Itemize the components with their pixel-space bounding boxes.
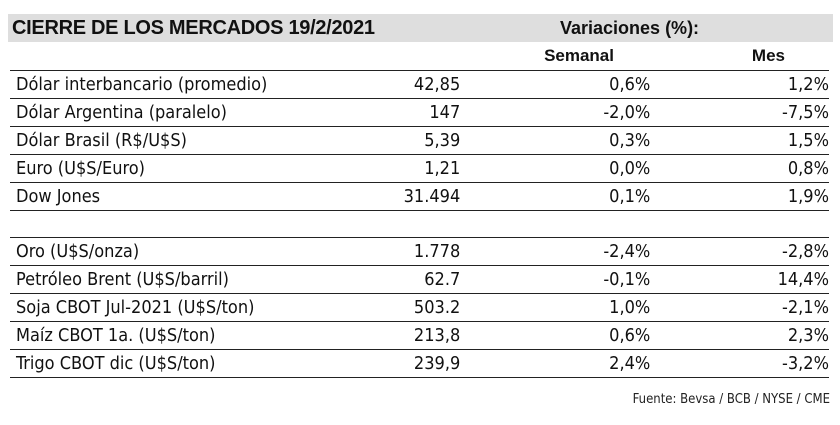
row-value: 5,39 xyxy=(367,126,461,155)
row-weekly: -2,0% xyxy=(460,98,651,127)
row-name: Dólar interbancario (promedio) xyxy=(10,70,368,99)
table-row: Dólar Argentina (paralelo) 147 -2,0% -7,… xyxy=(10,98,829,127)
row-name: Maíz CBOT 1a. (U$S/ton) xyxy=(10,321,368,350)
row-weekly: 2,4% xyxy=(460,349,651,378)
table-row: Soja CBOT Jul-2021 (U$S/ton) 503.2 1,0% … xyxy=(10,293,829,322)
table-row: Oro (U$S/onza) 1.778 -2,4% -2,8% xyxy=(10,237,829,266)
table-row: Petróleo Brent (U$S/barril) 62.7 -0,1% 1… xyxy=(10,265,829,294)
row-name: Dólar Argentina (paralelo) xyxy=(10,98,368,127)
column-header-weekly: Semanal xyxy=(544,46,614,65)
row-name: Euro (U$S/Euro) xyxy=(10,154,368,183)
table-row: Maíz CBOT 1a. (U$S/ton) 213,8 0,6% 2,3% xyxy=(10,321,829,350)
row-monthly: -3,2% xyxy=(650,349,829,378)
column-header-monthly: Mes xyxy=(751,46,785,65)
row-weekly: 0,6% xyxy=(460,321,651,350)
table-row: Dow Jones 31.494 0,1% 1,9% xyxy=(10,182,829,211)
header-band xyxy=(8,14,833,42)
row-name: Trigo CBOT dic (U$S/ton) xyxy=(10,349,368,378)
row-value: 239,9 xyxy=(367,349,461,378)
row-name: Oro (U$S/onza) xyxy=(10,237,368,266)
table-row: Dólar interbancario (promedio) 42,85 0,6… xyxy=(10,70,829,99)
row-value: 31.494 xyxy=(367,182,461,211)
source-note: Fuente: Bevsa / BCB / NYSE / CME xyxy=(632,392,830,407)
row-weekly: -0,1% xyxy=(460,265,651,294)
variations-header: Variaciones (%): xyxy=(560,18,700,38)
row-monthly: 1,5% xyxy=(650,126,829,155)
row-value: 62.7 xyxy=(367,265,461,294)
row-value: 503.2 xyxy=(367,293,461,322)
row-weekly: -2,4% xyxy=(460,237,651,266)
row-monthly: -2,8% xyxy=(650,237,829,266)
market-data-grid: Dólar interbancario (promedio) 42,85 0,6… xyxy=(10,70,829,378)
row-monthly: 14,4% xyxy=(650,265,829,294)
row-value: 213,8 xyxy=(367,321,461,350)
row-name: Dow Jones xyxy=(10,182,368,211)
row-monthly: 1,2% xyxy=(650,70,829,99)
row-monthly: -7,5% xyxy=(650,98,829,127)
row-weekly: 0,3% xyxy=(460,126,651,155)
row-name: Soja CBOT Jul-2021 (U$S/ton) xyxy=(10,293,368,322)
section-spacer xyxy=(10,210,829,238)
row-value: 1.778 xyxy=(367,237,461,266)
row-value: 1,21 xyxy=(367,154,461,183)
row-name: Dólar Brasil (R$/U$S) xyxy=(10,126,368,155)
row-monthly: -2,1% xyxy=(650,293,829,322)
row-weekly: 1,0% xyxy=(460,293,651,322)
row-monthly: 1,9% xyxy=(650,182,829,211)
row-name: Petróleo Brent (U$S/barril) xyxy=(10,265,368,294)
table-row: Trigo CBOT dic (U$S/ton) 239,9 2,4% -3,2… xyxy=(10,349,829,378)
row-weekly: 0,0% xyxy=(460,154,651,183)
row-monthly: 0,8% xyxy=(650,154,829,183)
table-title: CIERRE DE LOS MERCADOS 19/2/2021 xyxy=(12,17,375,39)
row-weekly: 0,1% xyxy=(460,182,651,211)
row-monthly: 2,3% xyxy=(650,321,829,350)
row-value: 42,85 xyxy=(367,70,461,99)
table-row: Dólar Brasil (R$/U$S) 5,39 0,3% 1,5% xyxy=(10,126,829,155)
row-weekly: 0,6% xyxy=(460,70,651,99)
row-value: 147 xyxy=(367,98,461,127)
table-row: Euro (U$S/Euro) 1,21 0,0% 0,8% xyxy=(10,154,829,183)
